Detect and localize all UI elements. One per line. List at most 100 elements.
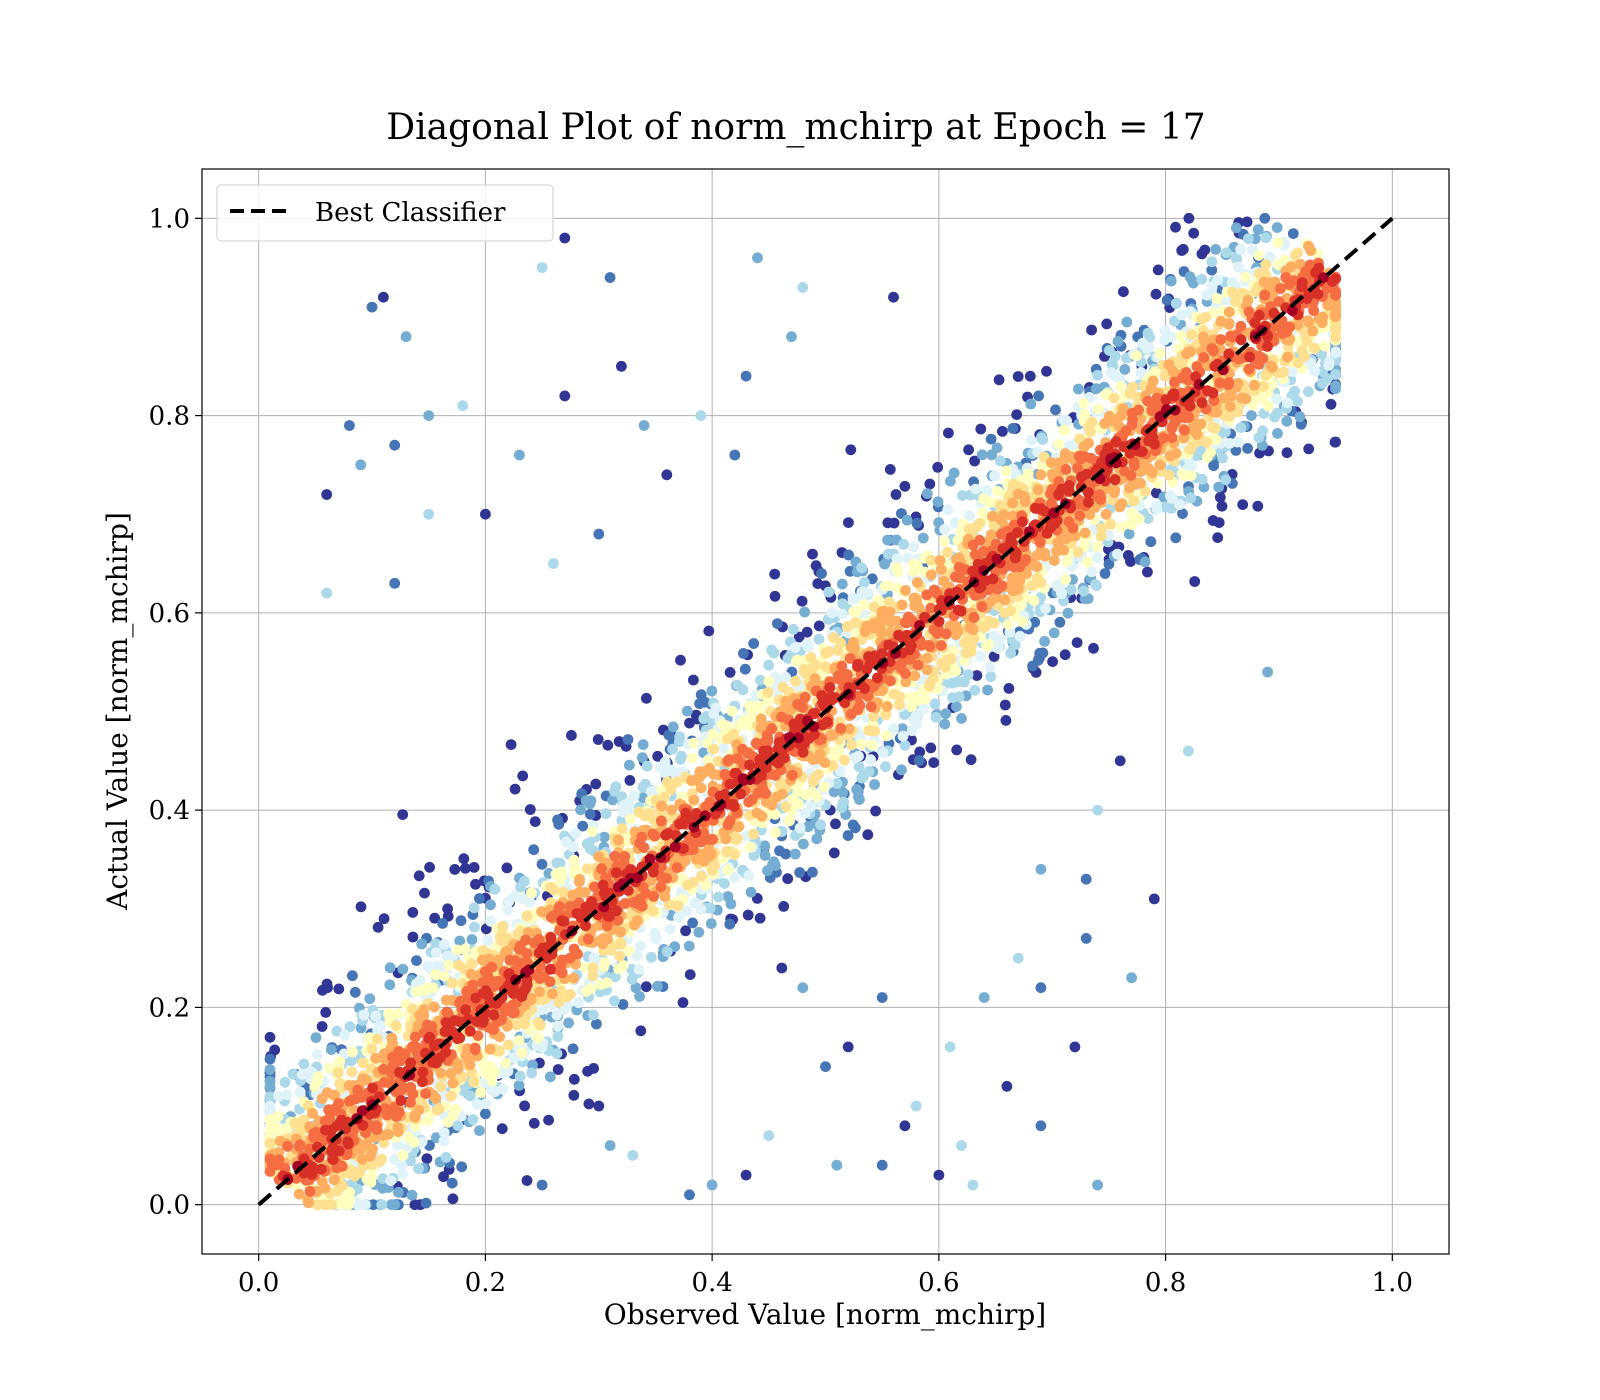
scatter-point (1150, 500, 1162, 512)
scatter-point (379, 1103, 391, 1114)
scatter-point (607, 794, 618, 806)
scatter-point (661, 946, 673, 958)
scatter-point (1176, 245, 1188, 256)
scatter-point (789, 848, 801, 860)
scatter-point (932, 496, 944, 508)
scatter-point (782, 873, 794, 885)
scatter-point (269, 1044, 281, 1056)
scatter-point (484, 1043, 496, 1055)
scatter-point (1092, 369, 1103, 381)
scatter-point (1159, 370, 1171, 382)
scatter-point (684, 717, 695, 729)
scatter-point (957, 490, 968, 501)
scatter-point (819, 757, 831, 768)
scatter-point (1313, 312, 1325, 324)
scatter-point (1223, 318, 1235, 329)
scatter-point (925, 554, 937, 566)
scatter-point (1126, 419, 1138, 430)
scatter-point (688, 737, 700, 749)
scatter-point (893, 629, 904, 641)
scatter-point (574, 886, 585, 898)
scatter-point (1099, 568, 1111, 579)
scatter-point (502, 945, 514, 957)
scatter-point (1100, 508, 1112, 520)
scatter-point (509, 955, 521, 967)
scatter-point (635, 1025, 647, 1037)
scatter-point (1032, 654, 1044, 666)
scatter-point (666, 804, 677, 816)
scatter-point (272, 1110, 284, 1122)
scatter-point (279, 1076, 291, 1088)
scatter-point (763, 659, 775, 671)
scatter-point (830, 818, 841, 830)
scatter-point (809, 673, 821, 684)
scatter-point (371, 1033, 383, 1045)
scatter-point (1243, 363, 1255, 375)
scatter-point (430, 938, 442, 949)
scatter-point (782, 653, 794, 664)
scatter-point (1061, 415, 1072, 427)
scatter-point (853, 750, 864, 762)
scatter-point (1034, 503, 1045, 515)
scatter-point (519, 1100, 530, 1112)
scatter-point (896, 764, 907, 776)
scatter-point (1088, 642, 1099, 654)
scatter-point (414, 975, 426, 986)
scatter-point (950, 571, 961, 583)
scatter-point (1154, 459, 1166, 471)
scatter-point (894, 691, 905, 702)
scatter-point (617, 999, 629, 1010)
scatter-point (836, 608, 848, 620)
scatter-point (312, 1049, 323, 1060)
scatter-point (1303, 386, 1314, 398)
scatter-point (1260, 259, 1272, 270)
scatter-point (757, 783, 769, 795)
scatter-point (790, 675, 801, 687)
scatter-point (695, 689, 707, 701)
scatter-point (637, 781, 649, 793)
scatter-point (945, 653, 957, 664)
scatter-point (366, 1043, 378, 1055)
scatter-point (596, 863, 607, 875)
scatter-point (588, 952, 600, 964)
scatter-point (842, 830, 854, 841)
scatter-point (1307, 325, 1319, 337)
scatter-point (406, 1189, 418, 1201)
scatter-point (513, 1080, 525, 1091)
scatter-point (679, 814, 691, 826)
scatter-point (899, 617, 911, 628)
scatter-point (769, 809, 781, 820)
scatter-point (326, 1199, 337, 1211)
scatter-point (1214, 377, 1226, 389)
scatter-point (1260, 232, 1272, 244)
scatter-point (901, 514, 913, 526)
scatter-point (762, 687, 774, 698)
scatter-point (1199, 335, 1210, 347)
scatter-point (577, 820, 589, 832)
scatter-point (820, 647, 832, 659)
scatter-point (508, 1007, 520, 1018)
scatter-point (464, 1090, 476, 1102)
scatter-point (1144, 332, 1156, 343)
scatter-point (985, 671, 997, 683)
scatter-point (664, 923, 676, 935)
scatter-point (896, 599, 908, 611)
scatter-point (985, 433, 997, 445)
scatter-point (558, 886, 570, 898)
scatter-point (863, 725, 875, 736)
scatter-point (392, 1121, 404, 1133)
scatter-point (780, 848, 792, 860)
scatter-point (1019, 496, 1031, 508)
scatter-point (847, 593, 859, 604)
scatter-point (503, 1039, 514, 1051)
scatter-point (1025, 398, 1037, 410)
scatter-point (1150, 288, 1162, 300)
scatter-point (1183, 212, 1195, 224)
scatter-point (836, 660, 848, 672)
scatter-point (641, 692, 652, 704)
scatter-point (1224, 438, 1236, 449)
scatter-point (974, 650, 986, 662)
scatter-point (416, 938, 428, 950)
scatter-point (667, 766, 679, 778)
scatter-point (325, 1044, 337, 1055)
